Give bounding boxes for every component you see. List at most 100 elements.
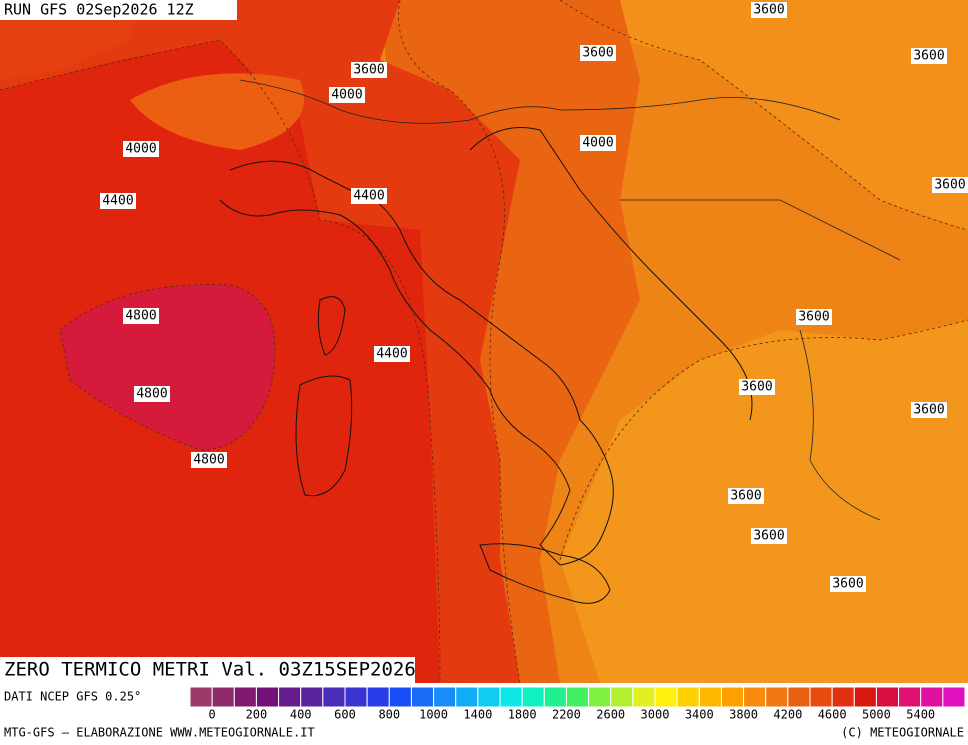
colorbar-tick-label: 3400 (685, 708, 714, 722)
colorbar-swatch (455, 686, 479, 708)
contour-label: 4000 (582, 136, 613, 151)
colorbar-swatch (698, 686, 722, 708)
contour-label-box (351, 62, 387, 78)
colorbar-swatch (942, 686, 966, 708)
contour-label-box (830, 576, 866, 592)
colorbar-swatch (322, 686, 346, 708)
map-title: ZERO TERMICO METRI Val. 03Z15SEP2026 (4, 659, 416, 681)
colorbar-swatch (787, 686, 811, 708)
colorbar-swatch (233, 686, 257, 708)
colorbar-swatch (654, 686, 678, 708)
contour-label: 3600 (934, 178, 965, 193)
contour-label: 4400 (102, 194, 133, 209)
colorbar-swatch (366, 686, 390, 708)
contour-label: 4000 (125, 142, 156, 157)
colorbar-tick-label: 4200 (773, 708, 802, 722)
contour-label-box (580, 135, 616, 151)
contour-label-box (739, 379, 775, 395)
colorbar-tick-label: 5000 (862, 708, 891, 722)
colorbar-swatch (521, 686, 545, 708)
colorbar-swatch (632, 686, 656, 708)
colorbar-tick-label: 200 (246, 708, 268, 722)
contour-label-box (123, 308, 159, 324)
colorbar-swatch (433, 686, 457, 708)
colorbar-swatch (300, 686, 324, 708)
contour-label-box (100, 193, 136, 209)
colorbar-swatch (853, 686, 877, 708)
source-label: DATI NCEP GFS 0.25° (4, 690, 141, 704)
colorbar-swatch (477, 686, 501, 708)
colorbar-swatch (565, 686, 590, 708)
contour-label: 4000 (331, 88, 362, 103)
colorbar-swatch (831, 686, 855, 708)
colorbar-tick-label: 0 (209, 708, 216, 722)
colorbar-swatch (676, 686, 700, 708)
colorbar: 0 200 400 600 800 1000 1400 1800 2200 2600 3000 340… (189, 686, 966, 722)
contour-label: 3600 (753, 529, 784, 544)
contour-label: 3600 (832, 577, 863, 592)
contour-labels: 3600 3600 3600 3600 4000 4000 4000 3600 4400 4400… (100, 2, 968, 592)
run-label: RUN GFS 02Sep2026 12Z (4, 1, 194, 19)
contour-label-box (932, 177, 968, 193)
contour-label-box (351, 188, 387, 204)
contour-label: 4800 (136, 387, 167, 402)
colorbar-tick-label: 1400 (463, 708, 492, 722)
colorbar-swatch (255, 686, 280, 708)
colorbar-swatch (809, 686, 833, 708)
contour-label: 4400 (376, 347, 407, 362)
contour-label: 3600 (913, 49, 944, 64)
contour-label-box (911, 48, 947, 64)
colorbar-tick-label: 2600 (596, 708, 625, 722)
contour-label-box (191, 452, 227, 468)
contour-label-box (751, 2, 787, 18)
colorbar-swatch (743, 686, 767, 708)
colorbar-tick-label: 600 (334, 708, 356, 722)
colorbar-swatch (920, 686, 944, 708)
contour-label: 3600 (582, 46, 613, 61)
colorbar-swatch (410, 686, 435, 708)
contour-label-box (911, 402, 947, 418)
contour-label-box (796, 309, 832, 325)
colorbar-swatch (388, 686, 412, 708)
contour-label-box (728, 488, 764, 504)
contour-label-box (134, 386, 170, 402)
colorbar-swatch (189, 686, 213, 708)
colorbar-tick-label: 400 (290, 708, 312, 722)
contour-label: 3600 (753, 3, 784, 18)
colorbar-tick-label: 1000 (419, 708, 448, 722)
colorbar-swatch (765, 686, 789, 708)
colorbar-tick-label: 4600 (818, 708, 847, 722)
contour-label: 4800 (125, 309, 156, 324)
colorbar-swatch (543, 686, 567, 708)
colorbar-tick-label: 2200 (552, 708, 581, 722)
contour-label-box (374, 346, 410, 362)
footer-left: MTG-GFS — ELABORAZIONE WWW.METEOGIORNALE… (4, 726, 315, 740)
run-box (0, 0, 237, 20)
colorbar-swatch (588, 686, 612, 708)
contour-label-box (329, 87, 365, 103)
colorbar-tick-label: 3800 (729, 708, 758, 722)
contour-label: 4400 (353, 189, 384, 204)
colorbar-swatch (344, 686, 368, 708)
colorbar-swatch (610, 686, 634, 708)
colorbar-swatch (898, 686, 922, 708)
title-box (0, 657, 415, 683)
contour-label: 3600 (913, 403, 944, 418)
contour-label-box (580, 45, 616, 61)
contour-label: 3600 (730, 489, 761, 504)
map-field (0, 0, 968, 684)
colorbar-swatch (720, 686, 745, 708)
contour-label: 3600 (798, 310, 829, 325)
contour-label: 3600 (741, 380, 772, 395)
colorbar-tick-label: 3000 (641, 708, 670, 722)
colorbar-tick-label: 1800 (508, 708, 537, 722)
colorbar-tick-label: 800 (378, 708, 400, 722)
colorbar-tick-label: 5400 (906, 708, 935, 722)
colorbar-swatch (499, 686, 523, 708)
contour-label: 4800 (193, 453, 224, 468)
colorbar-swatch (875, 686, 900, 708)
contour-label: 3600 (353, 63, 384, 78)
footer-right: (C) METEOGIORNALE (841, 726, 964, 740)
colorbar-swatch (278, 686, 302, 708)
